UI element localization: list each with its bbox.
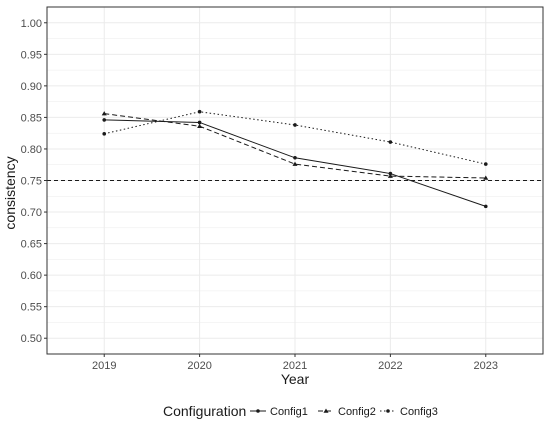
data-point-config3 bbox=[388, 140, 393, 144]
y-tick-label: 0.70 bbox=[21, 207, 42, 219]
series-config2 bbox=[101, 111, 489, 180]
x-tick-label: 2019 bbox=[92, 360, 116, 372]
series-config3 bbox=[102, 109, 488, 166]
data-point-config1 bbox=[197, 120, 202, 125]
y-tick-label: 0.80 bbox=[21, 144, 42, 156]
y-tick-label: 0.60 bbox=[21, 270, 42, 282]
data-point-config1 bbox=[293, 155, 297, 160]
legend-label-config2: Config2 bbox=[338, 406, 376, 418]
y-tick-label: 0.50 bbox=[21, 333, 42, 345]
y-tick-label: 0.90 bbox=[21, 81, 42, 93]
data-point-config3 bbox=[102, 132, 107, 136]
legend-key-marker-config2 bbox=[323, 408, 329, 413]
legend-key-marker-config3 bbox=[386, 409, 390, 413]
legend-key-marker-config1 bbox=[256, 409, 260, 413]
legend-label-config3: Config3 bbox=[400, 406, 438, 418]
series-layer bbox=[101, 109, 489, 209]
tick-layer: 0.50 0.55 0.60 0.65 0.70 0.75 0.80 0.85 0.90 0.95… bbox=[21, 18, 498, 372]
x-tick-label: 2020 bbox=[187, 360, 211, 372]
data-point-config2 bbox=[197, 123, 203, 129]
legend-label-config1: Config1 bbox=[270, 406, 308, 418]
y-axis-title: consistency bbox=[2, 156, 18, 229]
y-tick-label: 0.65 bbox=[21, 239, 42, 251]
data-point-config1 bbox=[388, 171, 393, 176]
y-tick-label: 1.00 bbox=[21, 18, 42, 30]
data-point-config1 bbox=[483, 204, 488, 209]
data-point-config2 bbox=[387, 173, 393, 178]
series-line-config2 bbox=[104, 113, 486, 179]
data-point-config3 bbox=[197, 109, 202, 114]
series-line-config3 bbox=[104, 111, 486, 165]
y-tick-label: 0.55 bbox=[21, 302, 42, 314]
data-point-config2 bbox=[101, 111, 107, 116]
x-axis-title: Year bbox=[281, 371, 310, 387]
data-point-config3 bbox=[483, 162, 488, 166]
legend-title: Configuration bbox=[163, 403, 246, 419]
x-tick-label: 2021 bbox=[283, 360, 307, 372]
x-tick-label: 2022 bbox=[378, 360, 402, 372]
data-point-config2 bbox=[483, 175, 489, 180]
x-tick-label: 2023 bbox=[474, 360, 498, 372]
data-point-config1 bbox=[102, 118, 107, 122]
data-point-config2 bbox=[292, 161, 298, 166]
data-point-config3 bbox=[293, 123, 297, 127]
y-tick-label: 0.85 bbox=[21, 112, 42, 124]
y-tick-label: 0.95 bbox=[21, 49, 42, 61]
y-tick-label: 0.75 bbox=[21, 176, 42, 188]
legend: Configuration Config1 Config2 Config3 bbox=[163, 403, 438, 419]
